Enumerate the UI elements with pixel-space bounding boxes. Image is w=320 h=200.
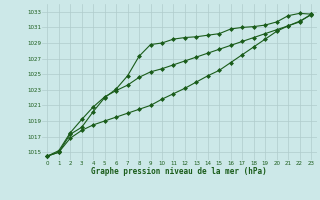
X-axis label: Graphe pression niveau de la mer (hPa): Graphe pression niveau de la mer (hPa): [91, 167, 267, 176]
